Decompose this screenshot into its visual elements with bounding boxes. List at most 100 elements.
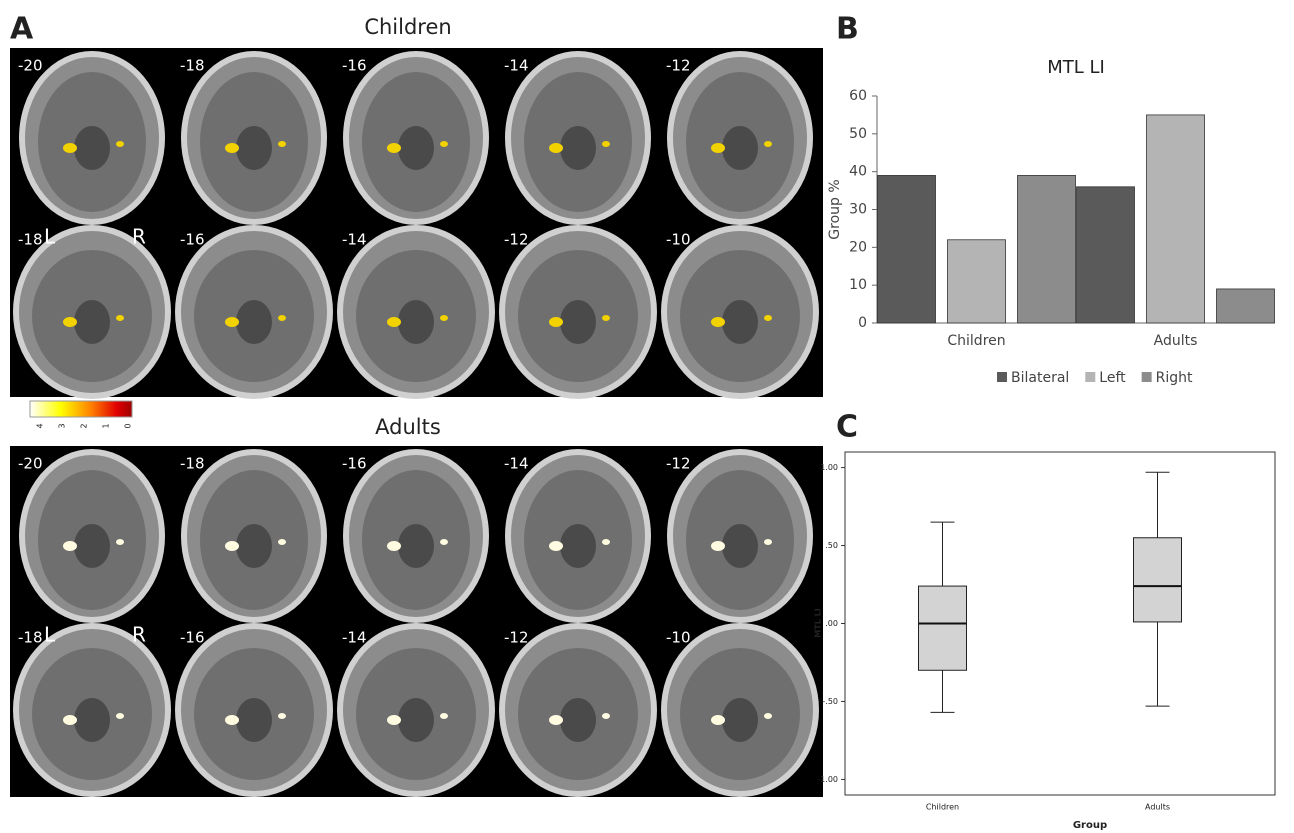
slice-label: -20	[18, 57, 43, 75]
slice-label: -16	[180, 231, 205, 249]
activation	[764, 539, 772, 545]
y-tick-label: -1.00	[817, 775, 838, 784]
brain-core	[722, 524, 758, 568]
brain-core	[560, 126, 596, 170]
brain-core	[398, 524, 434, 568]
orientation-label: L	[44, 623, 56, 647]
y-tick-label: 30	[849, 202, 867, 218]
activation	[549, 143, 563, 153]
activation	[711, 541, 725, 551]
slice-label: -14	[342, 629, 367, 647]
brain-core	[398, 300, 434, 344]
activation	[602, 539, 610, 545]
activation	[63, 143, 77, 153]
brain-core	[398, 698, 434, 742]
brain-core	[722, 300, 758, 344]
slice-label: -16	[342, 57, 367, 75]
bar	[1076, 186, 1135, 324]
orientation-label: R	[132, 225, 146, 249]
bar	[1216, 288, 1275, 324]
x-tick-label: Children	[926, 803, 959, 812]
activation	[225, 143, 239, 153]
legend-label: Left	[1099, 370, 1126, 386]
colorbar-tick: 0	[124, 423, 133, 428]
brain-core	[236, 300, 272, 344]
x-tick-label: Children	[947, 333, 1005, 349]
brain-core	[74, 300, 110, 344]
activation	[116, 315, 124, 321]
activation	[549, 541, 563, 551]
group-title: Children	[364, 15, 451, 39]
y-tick-label: 20	[849, 239, 867, 255]
brain-core	[398, 126, 434, 170]
activation	[387, 317, 401, 327]
brain-core	[74, 126, 110, 170]
chart-title: MTL LI	[1047, 57, 1105, 78]
brain-core	[560, 300, 596, 344]
activation	[711, 715, 725, 725]
activation	[387, 143, 401, 153]
slice-label: -18	[18, 629, 43, 647]
y-axis-label: MTL LI	[814, 608, 823, 637]
brain-core	[722, 126, 758, 170]
activation	[225, 317, 239, 327]
legend-swatch	[1085, 372, 1096, 382]
slice-label: -16	[180, 629, 205, 647]
legend-swatch	[997, 372, 1007, 382]
activation	[278, 141, 286, 147]
activation	[278, 713, 286, 719]
x-axis-label: Group	[1073, 820, 1107, 831]
y-axis-label: Group %	[827, 179, 843, 239]
slice-label: -12	[504, 231, 529, 249]
brain-core	[560, 524, 596, 568]
slice-label: -16	[342, 455, 367, 473]
activation	[711, 317, 725, 327]
activation	[602, 141, 610, 147]
colorbar-tick: 2	[80, 423, 89, 428]
brain-core	[236, 698, 272, 742]
legend-label: Right	[1156, 370, 1193, 386]
activation	[63, 541, 77, 551]
orientation-label: R	[132, 623, 146, 647]
legend-swatch	[1141, 372, 1152, 382]
slice-label: -20	[18, 455, 43, 473]
slice-label: -18	[180, 57, 205, 75]
brain-core	[560, 698, 596, 742]
activation	[440, 713, 448, 719]
panel-label: A	[10, 12, 34, 47]
plot-frame	[844, 451, 1276, 796]
bar	[1146, 114, 1205, 324]
bar	[1017, 175, 1076, 324]
y-tick-label: .00	[825, 619, 838, 628]
activation	[440, 141, 448, 147]
activation	[764, 141, 772, 147]
activation	[549, 317, 563, 327]
activation	[764, 315, 772, 321]
colorbar	[29, 400, 133, 418]
slice-label: -10	[666, 231, 691, 249]
activation	[278, 539, 286, 545]
orientation-label: L	[44, 225, 56, 249]
y-tick-label: -.50	[822, 697, 838, 706]
activation	[764, 713, 772, 719]
activation	[116, 141, 124, 147]
activation	[387, 541, 401, 551]
activation	[63, 317, 77, 327]
slice-label: -12	[666, 57, 691, 75]
brain-core	[236, 126, 272, 170]
activation	[116, 713, 124, 719]
activation	[278, 315, 286, 321]
bar	[947, 239, 1006, 324]
y-tick-label: 1.00	[820, 463, 838, 472]
panel-label: B	[836, 12, 859, 47]
activation	[602, 713, 610, 719]
activation	[711, 143, 725, 153]
brain-core	[74, 524, 110, 568]
slice-label: -14	[342, 231, 367, 249]
y-tick-label: 0	[858, 315, 867, 331]
colorbar-tick: 4	[36, 423, 45, 428]
activation	[116, 539, 124, 545]
slice-label: -10	[666, 629, 691, 647]
slice-label: -18	[180, 455, 205, 473]
